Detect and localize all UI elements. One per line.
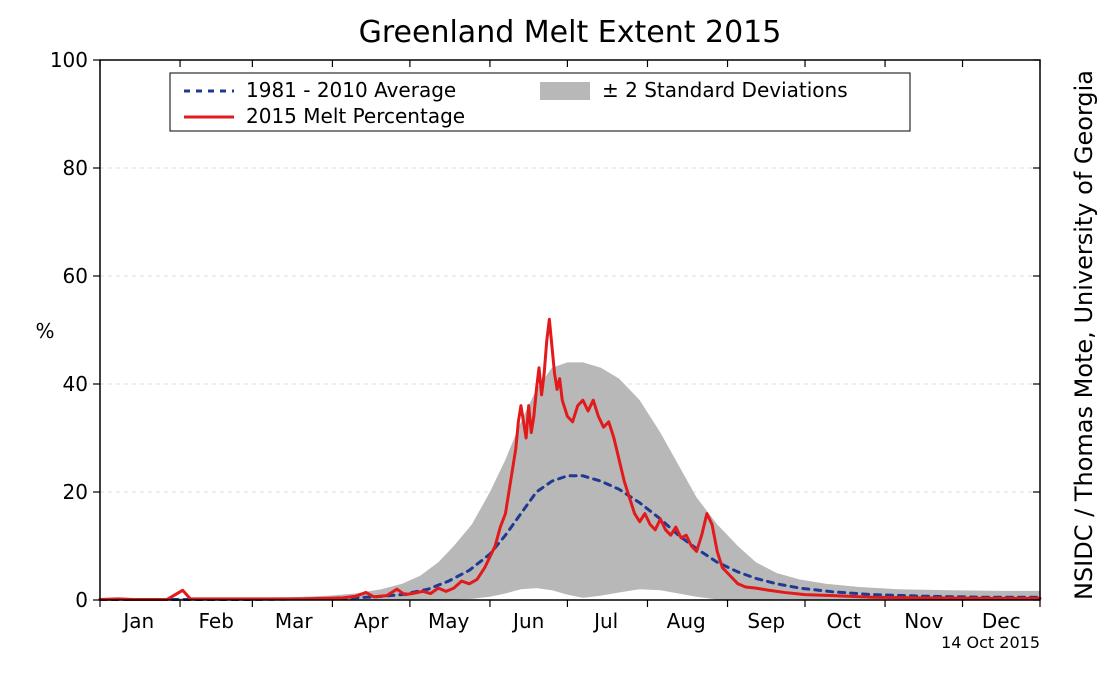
y-tick-label: 20 (63, 480, 88, 504)
chart-title: Greenland Melt Extent 2015 (359, 15, 782, 50)
legend-label-band: ± 2 Standard Deviations (602, 78, 848, 102)
x-tick-label: May (428, 609, 470, 633)
date-stamp: 14 Oct 2015 (941, 633, 1040, 652)
legend-label-average: 1981 - 2010 Average (246, 78, 456, 102)
x-tick-label: Aug (667, 609, 706, 633)
y-tick-label: 40 (63, 372, 88, 396)
x-tick-label: Nov (904, 609, 943, 633)
legend-label-2015: 2015 Melt Percentage (246, 104, 465, 128)
y-tick-label: 80 (63, 156, 88, 180)
y-tick-label: 0 (75, 588, 88, 612)
x-tick-label: Jan (121, 609, 154, 633)
x-tick-label: Dec (982, 609, 1021, 633)
x-tick-label: Jun (511, 609, 544, 633)
credit-text: NSIDC / Thomas Mote, University of Georg… (1070, 70, 1098, 600)
greenland-melt-chart: Jan Feb Mar Apr May Jun Jul Aug Sep Oct Nov Dec 0 20 4… (0, 0, 1120, 684)
x-tick-label: Apr (354, 609, 389, 633)
y-tick-label: 100 (50, 48, 88, 72)
legend-swatch-band (540, 82, 590, 100)
y-tick-label: 60 (63, 264, 88, 288)
y-axis-label: % (35, 319, 54, 343)
x-tick-label: Sep (747, 609, 785, 633)
x-tick-label: Feb (198, 609, 233, 633)
x-tick-label: Oct (826, 609, 861, 633)
x-tick-label: Jul (592, 609, 618, 633)
x-tick-label: Mar (275, 609, 314, 633)
